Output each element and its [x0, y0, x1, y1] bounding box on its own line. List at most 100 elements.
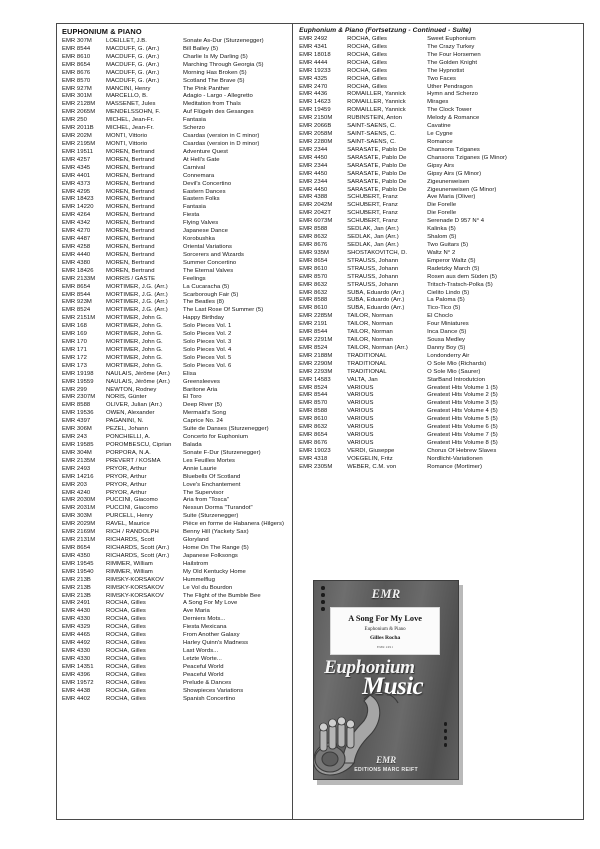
cell-title: Pièce en forme de Habanera (Hilgers) — [183, 521, 285, 528]
cell-title: O Sole Mio (Saurer) — [427, 368, 481, 375]
cell-composer: ROCHA, Gilles — [347, 36, 388, 42]
table-row: EMR 301M MARCELLO, B. Adagio - Largo - All… — [60, 93, 289, 101]
cell-title: Greatest Hits Volume 5 (5) — [427, 416, 498, 423]
cell-composer: NAULAIS, Jérôme (Arr.) — [106, 370, 170, 377]
cell-reference: EMR 8632 — [299, 234, 328, 241]
table-row: EMR 4345 MOREN, Bertrand Carnival — [60, 165, 289, 173]
cell-title: Waltz N° 2 — [427, 249, 456, 256]
cell-reference: EMR 303M — [62, 513, 92, 520]
table-row: EMR 8544 MORTIMER, J.G. (Arr.) Scarborough… — [60, 292, 289, 300]
cell-composer: ROCHA, Gilles — [106, 608, 146, 615]
cell-composer: VARIOUS — [347, 416, 374, 423]
cell-title: Csardas (version in C minor) — [183, 133, 260, 140]
table-row: EMR 8524 VARIOUS Greatest Hits Volume 1 (5… — [297, 385, 580, 393]
cell-title: Benny Hill (Yackety Sax) — [183, 529, 249, 536]
cell-title: Greatest Hits Volume 6 (5) — [427, 424, 498, 431]
left-column-heading: EUPHONIUM & PIANO — [62, 27, 142, 36]
table-row: EMR 2128M MASSENET, Jules Meditation from … — [60, 101, 289, 109]
cell-composer: MORTIMER, J.G. (Arr.) — [106, 307, 168, 314]
cell-composer: SARASATE, Pablo De — [347, 154, 407, 161]
cell-title: Mirages — [427, 99, 449, 106]
cell-reference: EMR 19511 — [62, 148, 94, 155]
cell-reference: EMR 2030M — [62, 497, 96, 504]
cell-composer: RICH / RANDOLPH — [106, 529, 159, 536]
cell-title: Romance (Mortimer) — [427, 463, 483, 470]
cell-title: Last Words... — [183, 647, 219, 654]
cell-title: StarBand Introdutcion — [427, 376, 486, 383]
cell-composer: ROMAILLER, Yannick — [347, 107, 406, 114]
cell-title: Emperor Waltz (5) — [427, 257, 476, 264]
table-row: EMR 19233 ROCHA, Gilles The Hypnotist — [297, 68, 580, 76]
cell-composer: MORTIMER, J.G. (Arr.) — [106, 283, 168, 290]
cover-title: A Song For My Love — [348, 614, 422, 623]
table-row: EMR 4295 MOREN, Bertrand Eastern Dances — [60, 189, 289, 197]
cell-composer: RICHARDS, Scott (Arr.) — [106, 552, 170, 559]
cell-title: Die Forelle — [427, 210, 457, 217]
cell-composer: ROMAILLER, Yannick — [347, 91, 406, 98]
cell-title: The Four Horsemen — [427, 51, 481, 58]
cell-composer: SAINT-SAËNS, C. — [347, 138, 396, 145]
cell-composer: TAILOR, Norman (Arr.) — [347, 344, 408, 351]
cell-title: Balada — [183, 442, 202, 449]
cell-title: El Toro — [183, 394, 202, 401]
table-row: EMR 4397 PAGANINI, N. Caprice No. 24 — [60, 418, 289, 426]
cell-reference: EMR 2191 — [299, 321, 328, 328]
cell-composer: TAILOR, Norman — [347, 321, 393, 328]
cell-composer: ROCHA, Gilles — [347, 43, 388, 50]
cell-reference: EMR 203 — [62, 481, 87, 488]
table-row: EMR 8588 OLIVER, Julian (Arr.) Deep River … — [60, 402, 289, 410]
table-row: EMR 4450 SARASATE, Pablo De Zigeunerweisen… — [297, 187, 580, 195]
cell-reference: EMR 4465 — [62, 632, 91, 639]
cell-reference: EMR 8632 — [299, 281, 328, 288]
cell-reference: EMR 4401 — [62, 172, 91, 179]
table-row: EMR 202M MONTI, Vittorio Csardas (version … — [60, 133, 289, 141]
cell-reference: EMR 14351 — [62, 663, 94, 670]
cell-composer: NEWTON, Rodney — [106, 386, 157, 393]
cell-composer: MONTI, Vittorio — [106, 140, 148, 147]
cell-composer: PRYOR, Arthur — [106, 465, 147, 472]
cell-reference: EMR 8676 — [299, 241, 328, 248]
cell-title: Fantasia — [183, 204, 206, 211]
table-row: EMR 8676 MACDUFF, G. (Arr.) Morning Has Br… — [60, 70, 289, 78]
cell-title: Derniers Mots... — [183, 616, 226, 623]
catalogue-columns: EUPHONIUM & PIANO EMR 307M LOEILLET, J.B.… — [57, 24, 583, 819]
cell-title: Greatest Hits Volume 4 (5) — [427, 408, 498, 415]
table-row: EMR 213B RIMSKY-KORSAKOV Hummelflug — [60, 577, 289, 585]
cell-title: Summer Concertino — [183, 259, 237, 266]
table-row: EMR 168 MORTIMER, John G. Solo Pieces Vol.… — [60, 323, 289, 331]
cell-composer: MACDUFF, G. (Arr.) — [106, 77, 160, 84]
cell-title: Zigeunerweisen — [427, 178, 470, 185]
cell-composer: MONTI, Vittorio — [106, 133, 148, 140]
catalogue-frame: EUPHONIUM & PIANO EMR 307M LOEILLET, J.B.… — [56, 23, 584, 820]
cell-reference: EMR 19233 — [299, 67, 331, 74]
cell-reference: EMR 19540 — [62, 568, 94, 575]
cell-reference: EMR 2307M — [62, 394, 96, 401]
score-cover-image: EMR A Song For My Love Euphonium & Piano… — [313, 580, 464, 785]
cell-composer: ROCHA, Gilles — [106, 624, 146, 631]
table-row: EMR 4465 ROCHA, Gilles From Another Galaxy — [60, 632, 289, 640]
cell-title: Nordlicht-Variationen — [427, 455, 483, 462]
cell-title: Greatest Hits Volume 1 (5) — [427, 384, 498, 391]
cell-title: The Supervisor — [183, 489, 224, 496]
table-row: EMR 4396 ROCHA, Gilles Peaceful World — [60, 672, 289, 680]
cell-reference: EMR 19023 — [299, 447, 331, 454]
cell-composer: PUCCINI, Giacomo — [106, 497, 158, 504]
table-row: EMR 14216 PRYOR, Arthur Bluebells Of Scotl… — [60, 474, 289, 482]
cell-reference: EMR 202M — [62, 133, 92, 140]
cell-reference: EMR 4444 — [299, 59, 328, 66]
cell-composer: NAULAIS, Jérôme (Arr.) — [106, 378, 170, 385]
cover-dots-topleft — [321, 586, 325, 611]
cell-composer: MOREN, Bertrand — [106, 228, 155, 235]
cell-reference: EMR 4450 — [299, 170, 328, 177]
table-row: EMR 8632 VARIOUS Greatest Hits Volume 6 (5… — [297, 424, 580, 432]
cell-composer: ROCHA, Gilles — [106, 640, 146, 647]
cell-composer: VARIOUS — [347, 424, 374, 431]
cover-title-card: A Song For My Love Euphonium & Piano Gil… — [330, 607, 441, 655]
table-row: EMR 8588 VARIOUS Greatest Hits Volume 4 (5… — [297, 408, 580, 416]
cell-reference: EMR 4373 — [62, 180, 91, 187]
table-row: EMR 18426 MOREN, Bertrand The Eternal Valv… — [60, 268, 289, 276]
cell-reference: EMR 4342 — [62, 220, 91, 227]
cell-composer: SUBA, Eduardo (Arr.) — [347, 297, 405, 304]
table-row: EMR 2491 ROCHA, Gilles A Song For My Love — [60, 600, 289, 608]
cell-composer: ROMAILLER, Yannick — [347, 99, 406, 106]
